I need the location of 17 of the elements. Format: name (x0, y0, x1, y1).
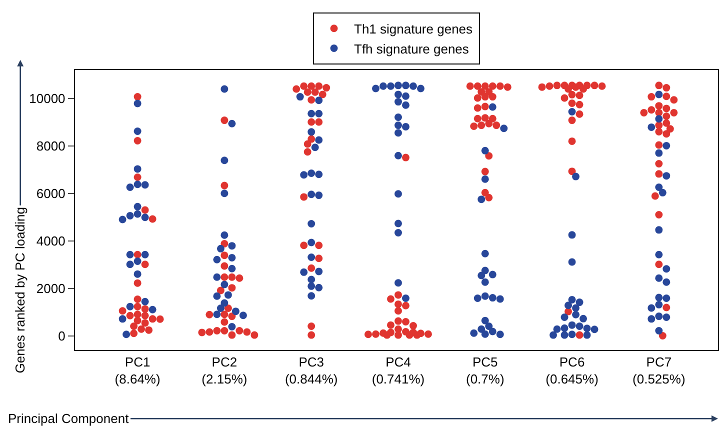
y-axis-title: Genes ranked by PC loading (12, 207, 28, 374)
y-tick-label: 4000 (36, 233, 66, 248)
x-tick-label: PC3 (0.844%) (284, 354, 338, 387)
x-axis-title: Principal Component (8, 411, 130, 426)
y-tick-label: 8000 (36, 138, 66, 154)
y-tick-label: 2000 (36, 280, 66, 296)
y-tick-label: 10000 (29, 91, 66, 106)
x-tick-label: PC6 (0.645%) (546, 354, 598, 387)
x-tick-label: PC7 (0.525%) (632, 354, 686, 387)
x-tick-label: PC2 (2.15%) (202, 354, 248, 387)
y-tick-label: 0 (58, 328, 66, 344)
legend-label: Th1 signature genes (354, 21, 474, 36)
legend-label: Tfh signature genes (354, 41, 470, 56)
x-tick-label: PC1 (8.64%) (114, 354, 160, 387)
x-tick-label: PC4 (0.741%) (372, 354, 425, 387)
x-tick-label: PC5 (0.7%) (466, 354, 504, 387)
y-tick-label: 6000 (36, 186, 66, 201)
